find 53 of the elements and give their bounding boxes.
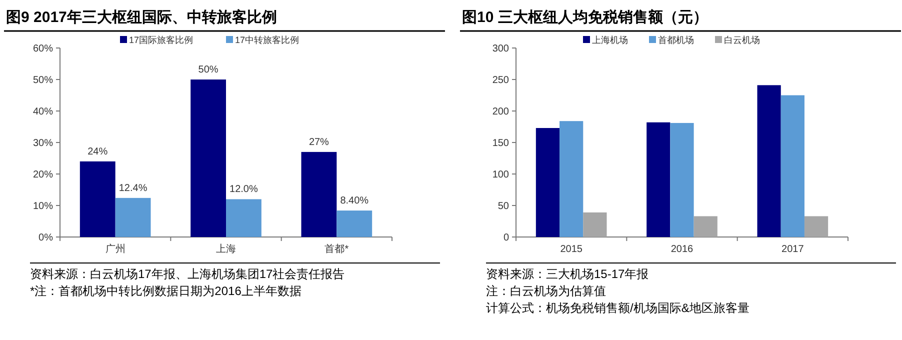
- bar: [336, 210, 372, 237]
- x-tick-label: 广州: [105, 243, 126, 255]
- y-tick-label: 100: [492, 170, 510, 180]
- bar: [694, 216, 718, 237]
- data-label: 12.4%: [118, 182, 148, 194]
- legend-label: 17国际旅客比例: [129, 35, 194, 45]
- data-label: 24%: [88, 146, 108, 158]
- bar: [560, 121, 584, 237]
- bar: [670, 122, 694, 237]
- x-tick-label: 2017: [782, 244, 804, 255]
- bar: [301, 152, 337, 237]
- y-tick-label: 0: [503, 232, 510, 244]
- x-tick-label: 2015: [560, 244, 583, 255]
- y-tick-label: 250: [492, 75, 510, 86]
- bar: [757, 85, 781, 237]
- bar: [115, 198, 151, 237]
- bar: [80, 161, 116, 237]
- y-tick-label: 0%: [38, 232, 54, 244]
- y-tick-label: 10%: [32, 201, 54, 212]
- bar: [583, 212, 607, 237]
- y-tick-label: 300: [492, 44, 510, 54]
- text: 资料来源：三大机场15-17年报: [486, 267, 649, 281]
- bar: [646, 122, 670, 237]
- y-tick-label: 60%: [32, 44, 54, 54]
- text: 资料来源：白云机场17年报、上海机场集团17社会责任报告: [30, 267, 345, 281]
- x-tick-label: 上海: [216, 243, 236, 255]
- data-label: 50%: [198, 64, 218, 76]
- bar: [780, 95, 804, 237]
- chart-title: 图10 三大枢纽人均免税销售额（元）: [462, 8, 708, 26]
- text: 注：白云机场为估算值: [486, 284, 606, 298]
- chart-title: 图9 2017年三大枢纽国际、中转旅客比例: [6, 8, 277, 26]
- data-label: 8.40%: [340, 196, 369, 207]
- y-tick-label: 200: [492, 106, 510, 118]
- x-tick-label: 2016: [670, 244, 694, 255]
- data-label: 12.0%: [230, 184, 258, 196]
- y-tick-label: 40%: [32, 106, 54, 118]
- bar: [804, 216, 828, 237]
- bar: [190, 80, 226, 237]
- text: 计算公式：机场免税销售额/机场国际&地区旅客量: [486, 301, 750, 315]
- x-tick-label: 首都*: [324, 243, 349, 255]
- legend-label: 白云机场: [724, 35, 760, 45]
- legend-label: 17中转旅客比例: [235, 35, 300, 45]
- y-tick-label: 50%: [32, 75, 54, 86]
- data-label: 27%: [308, 136, 330, 148]
- legend-label: 上海机场: [592, 35, 628, 45]
- y-tick-label: 30%: [32, 138, 54, 149]
- y-tick-label: 150: [492, 138, 510, 149]
- bar: [226, 199, 262, 237]
- bar: [536, 128, 560, 237]
- legend-label: 首都机场: [658, 35, 694, 45]
- y-tick-label: 50: [498, 201, 510, 212]
- y-tick-label: 20%: [32, 170, 54, 180]
- text: *注：首都机场中转比例数据日期为2016上半年数据: [30, 284, 302, 298]
